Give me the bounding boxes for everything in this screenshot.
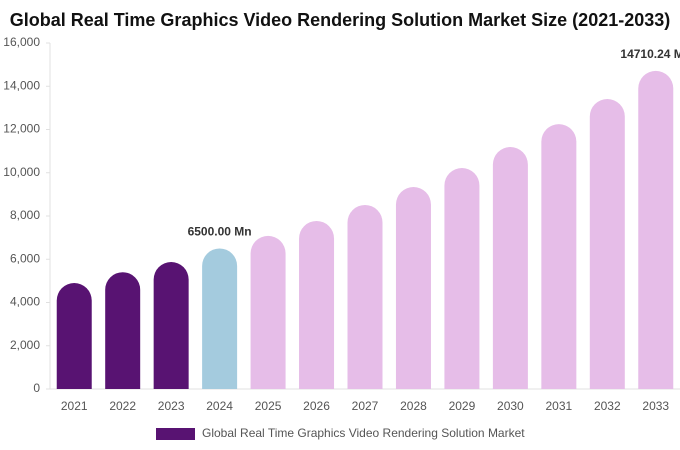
x-tick-label: 2030 bbox=[497, 399, 524, 413]
x-tick-label: 2029 bbox=[449, 399, 476, 413]
y-tick-label: 6,000 bbox=[10, 251, 40, 265]
x-tick-label: 2026 bbox=[303, 399, 330, 413]
y-tick-label: 16,000 bbox=[3, 35, 40, 49]
x-tick-label: 2027 bbox=[352, 399, 379, 413]
bar bbox=[250, 235, 286, 389]
bar bbox=[299, 220, 335, 389]
bar bbox=[56, 283, 92, 389]
data-label: 6500.00 Mn bbox=[188, 225, 252, 239]
y-tick-label: 2,000 bbox=[10, 338, 40, 352]
x-tick-label: 2023 bbox=[158, 399, 185, 413]
x-tick-label: 2024 bbox=[206, 399, 233, 413]
chart-title: Global Real Time Graphics Video Renderin… bbox=[10, 10, 671, 30]
bar bbox=[444, 167, 480, 389]
y-tick-label: 0 bbox=[33, 381, 40, 395]
x-tick-label: 2031 bbox=[545, 399, 572, 413]
legend-label: Global Real Time Graphics Video Renderin… bbox=[202, 426, 525, 440]
bar bbox=[589, 99, 625, 389]
bar bbox=[541, 124, 577, 389]
x-tick-label: 2021 bbox=[61, 399, 88, 413]
bar bbox=[153, 262, 189, 389]
bar bbox=[202, 248, 238, 389]
x-tick-label: 2032 bbox=[594, 399, 621, 413]
y-tick-label: 8,000 bbox=[10, 208, 40, 222]
bar bbox=[492, 147, 528, 389]
legend-swatch bbox=[156, 428, 195, 440]
y-tick-label: 12,000 bbox=[3, 122, 40, 136]
bar bbox=[395, 187, 431, 389]
x-tick-label: 2028 bbox=[400, 399, 427, 413]
y-tick-label: 4,000 bbox=[10, 295, 40, 309]
y-tick-label: 10,000 bbox=[3, 165, 40, 179]
bar bbox=[638, 70, 674, 390]
bar bbox=[105, 272, 141, 389]
x-tick-label: 2033 bbox=[642, 399, 669, 413]
data-label: 14710.24 Mn bbox=[620, 47, 680, 61]
bar bbox=[347, 204, 383, 389]
x-tick-label: 2022 bbox=[109, 399, 136, 413]
x-tick-label: 2025 bbox=[255, 399, 282, 413]
y-tick-label: 14,000 bbox=[3, 78, 40, 92]
